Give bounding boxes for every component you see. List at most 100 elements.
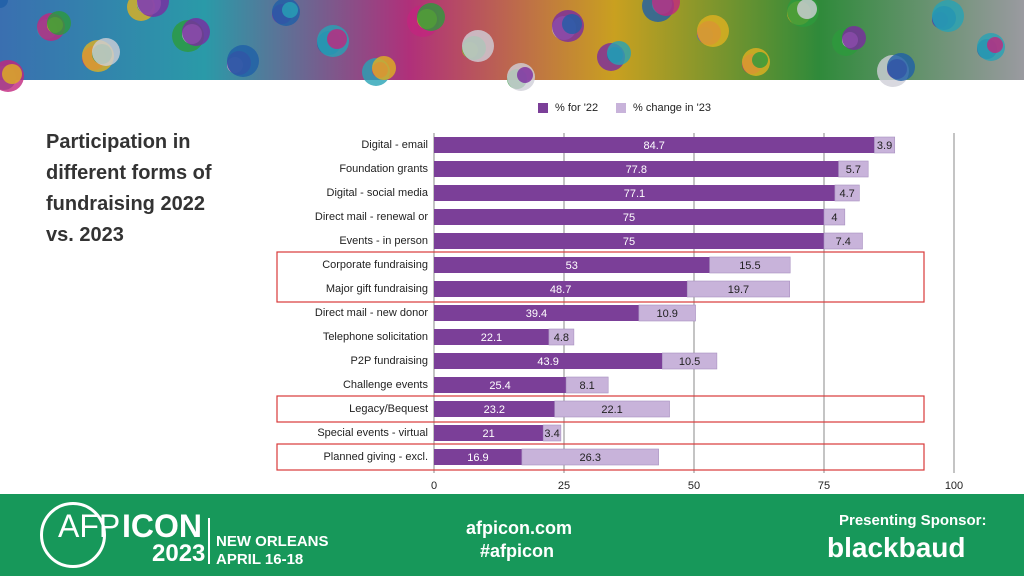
bead xyxy=(517,67,533,83)
x-tick-label: 100 xyxy=(945,480,963,492)
sponsor-label: Presenting Sponsor: xyxy=(839,512,987,529)
y-tick-label: Legacy/Bequest xyxy=(349,403,428,415)
bar-segment xyxy=(542,424,562,442)
y-tick-label: Major gift fundraising xyxy=(326,283,428,295)
bar-segment xyxy=(434,305,639,321)
bead xyxy=(697,15,729,47)
highlight-box xyxy=(276,443,925,471)
data-label: 23.2 xyxy=(484,404,505,416)
hashtag: #afpicon xyxy=(480,541,555,561)
y-tick-label: Challenge events xyxy=(343,379,429,391)
data-label: 16.9 xyxy=(467,452,488,464)
bar-segment xyxy=(434,449,522,465)
highlight-box xyxy=(276,251,925,303)
legend-label: % change in '23 xyxy=(633,102,711,114)
bar-segment xyxy=(521,448,659,466)
bar-segment xyxy=(434,209,824,225)
data-label: 43.9 xyxy=(537,356,558,368)
y-tick-label: Planned giving - excl. xyxy=(323,451,428,463)
data-label: 10.5 xyxy=(679,356,700,368)
data-label: 77.1 xyxy=(624,188,645,200)
bead xyxy=(607,41,631,65)
sponsor: blackbaud xyxy=(827,532,966,563)
bead xyxy=(417,3,445,31)
data-label: 5.7 xyxy=(846,164,861,176)
bar-segment xyxy=(709,256,791,274)
bar-segment xyxy=(434,329,549,345)
bar-segment xyxy=(823,232,863,250)
x-tick-label: 75 xyxy=(818,480,830,492)
bar-segment xyxy=(434,257,710,273)
bead xyxy=(797,0,817,19)
logo-ring xyxy=(40,502,106,568)
bead xyxy=(92,38,120,66)
bead xyxy=(137,0,169,17)
x-tick-label: 25 xyxy=(558,480,570,492)
y-tick-label: P2P fundraising xyxy=(351,355,428,367)
logo-brand: AFP xyxy=(58,508,121,544)
data-label: 10.9 xyxy=(657,308,678,320)
chart: 0 25 50 75 100 % for '22 % change in '23 Digita… xyxy=(0,0,1024,492)
legend-swatch xyxy=(616,103,626,113)
y-tick-label: Digital - email xyxy=(361,139,428,151)
footer: AFP ICON 2023 NEW ORLEANS APRIL 16-18 af… xyxy=(0,494,1024,576)
y-tick-label: Corporate fundraising xyxy=(322,259,428,271)
bar-segment xyxy=(661,352,718,370)
bar-segment xyxy=(548,328,575,346)
bar-segment xyxy=(434,185,835,201)
bar-segment xyxy=(874,136,896,154)
logo-brand-bold: ICON xyxy=(122,508,202,544)
bead xyxy=(932,0,964,32)
website: afpicon.com xyxy=(466,518,573,538)
bead xyxy=(987,37,1003,53)
bead xyxy=(2,64,22,84)
bar-segment xyxy=(565,376,609,394)
data-label: 26.3 xyxy=(580,452,601,464)
y-tick-label: Events - in person xyxy=(339,235,428,247)
bead xyxy=(842,26,866,50)
bead xyxy=(652,0,680,16)
data-label: 3.4 xyxy=(544,428,559,440)
data-label: 19.7 xyxy=(728,284,749,296)
bar-segment xyxy=(638,304,696,322)
bead xyxy=(182,18,210,46)
y-tick-label: Special events - virtual xyxy=(317,427,428,439)
bar-segment xyxy=(434,425,544,441)
bar-segment xyxy=(434,401,555,417)
bar-segment xyxy=(554,400,670,418)
bead xyxy=(0,0,8,8)
data-label: 22.1 xyxy=(481,332,502,344)
bar-segment xyxy=(434,377,567,393)
chart-title: Participation in different forms of fund… xyxy=(46,131,212,246)
bead xyxy=(752,52,768,68)
bar-segment xyxy=(823,208,846,226)
bead xyxy=(282,2,298,18)
bar-segment xyxy=(434,353,663,369)
dates: APRIL 16-18 xyxy=(216,551,304,568)
y-tick-label: Direct mail - new donor xyxy=(315,307,428,319)
bead xyxy=(47,11,71,35)
data-label: 4.8 xyxy=(554,332,569,344)
highlight-box xyxy=(276,395,925,423)
data-label: 77.8 xyxy=(626,164,647,176)
x-tick-label: 50 xyxy=(688,480,700,492)
legend-swatch xyxy=(538,103,548,113)
bead xyxy=(372,56,396,80)
data-label: 22.1 xyxy=(601,404,622,416)
y-tick-label: Direct mail - renewal or xyxy=(315,211,428,223)
data-label: 7.4 xyxy=(836,236,851,248)
data-label: 75 xyxy=(623,212,635,224)
data-label: 84.7 xyxy=(644,140,665,152)
legend-label: % for '22 xyxy=(555,102,598,114)
y-tick-label: Digital - social media xyxy=(327,187,429,199)
bead xyxy=(462,30,494,62)
bar-segment xyxy=(434,137,875,153)
bar-segment xyxy=(834,184,860,202)
bar-segment xyxy=(434,161,839,177)
data-label: 15.5 xyxy=(739,260,760,272)
bar-segment xyxy=(434,233,824,249)
city: NEW ORLEANS xyxy=(216,533,329,550)
bead xyxy=(327,29,347,49)
divider xyxy=(208,518,210,564)
